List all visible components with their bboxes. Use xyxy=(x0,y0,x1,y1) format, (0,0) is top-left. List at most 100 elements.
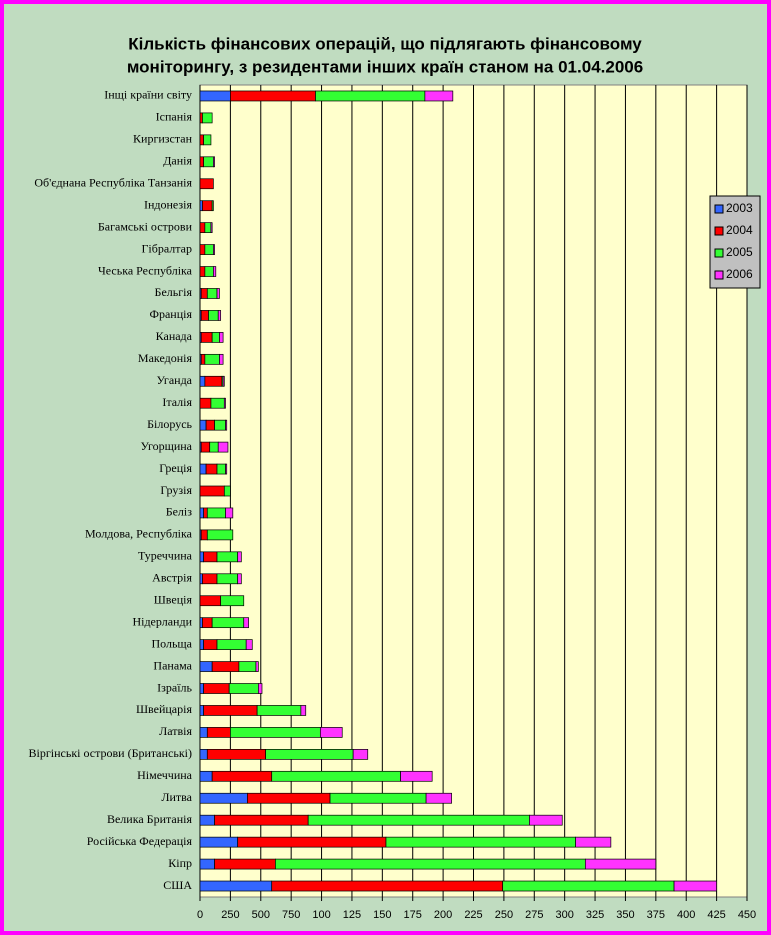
bar-segment xyxy=(205,419,215,431)
bar-segment xyxy=(237,573,242,585)
bar-segment xyxy=(202,617,213,629)
bar-segment xyxy=(199,200,203,212)
bar-segment xyxy=(352,749,369,760)
bar-segment xyxy=(210,222,213,233)
bar-segment xyxy=(219,353,224,365)
bar-segment xyxy=(210,397,225,409)
bar-segment xyxy=(425,792,452,804)
y-tick-label: Німеччина xyxy=(137,768,193,782)
bar-segment xyxy=(584,858,657,870)
y-tick-label: Литва xyxy=(161,790,192,804)
x-tick-label: 200 xyxy=(434,909,452,921)
y-tick-label: Македонія xyxy=(138,351,193,365)
y-tick-label: Багамські острови xyxy=(98,219,193,233)
bar-segment xyxy=(199,463,207,475)
bar-segment xyxy=(230,727,321,738)
bar-segment xyxy=(247,792,331,804)
bar-segment xyxy=(199,836,239,848)
bar-segment xyxy=(271,880,504,892)
bar-segment xyxy=(203,639,218,650)
x-tick-label: 400 xyxy=(677,909,695,921)
y-tick-label: Кіпр xyxy=(168,856,192,870)
legend-label: 2003 xyxy=(726,201,753,215)
x-tick-label: 100 xyxy=(312,909,330,921)
bar-segment xyxy=(199,375,206,387)
bar-segment xyxy=(271,770,401,782)
bar-segment xyxy=(204,222,212,233)
bar-segment xyxy=(199,814,215,826)
bar-segment xyxy=(206,529,234,541)
bar-segment xyxy=(200,332,213,343)
bar-segment xyxy=(199,770,213,782)
bar-segment xyxy=(307,814,530,826)
y-tick-label: Данія xyxy=(163,154,192,168)
legend-label: 2005 xyxy=(726,245,753,259)
bar-segment xyxy=(202,573,218,585)
y-tick-label: Велика Британія xyxy=(107,812,193,826)
bar-segment xyxy=(673,880,717,892)
y-tick-label: Польща xyxy=(151,636,192,650)
bar-segment xyxy=(204,353,220,365)
bar-segment xyxy=(199,551,204,563)
bar-segment xyxy=(200,288,208,299)
bar-segment xyxy=(203,156,214,168)
bar-segment xyxy=(200,529,208,541)
bar-segment xyxy=(202,112,213,124)
bar-segment xyxy=(203,705,258,716)
y-tick-label: Віргінські острови (Британські) xyxy=(29,746,193,760)
y-tick-label: Іспанія xyxy=(156,110,193,124)
y-tick-label: Інщі країни світу xyxy=(104,88,192,102)
bar-segment xyxy=(211,332,220,343)
y-tick-label: Туреччина xyxy=(138,549,193,563)
bar-segment xyxy=(199,112,203,124)
bar-segment xyxy=(300,705,307,716)
x-tick-label: 250 xyxy=(221,909,239,921)
bar-segment xyxy=(529,814,563,826)
bar-segment xyxy=(220,595,245,607)
bar-segment xyxy=(203,551,218,563)
bar-segment xyxy=(211,770,273,782)
bar-segment xyxy=(265,749,354,760)
bar-segment xyxy=(206,288,218,299)
bar-segment xyxy=(216,639,247,650)
bar-segment xyxy=(225,463,228,475)
bar-segment xyxy=(256,705,302,716)
bar-segment xyxy=(199,134,204,146)
bar-segment xyxy=(575,836,612,848)
y-tick-label: Швеція xyxy=(154,592,193,606)
bar-segment xyxy=(211,617,245,629)
bar-segment xyxy=(424,90,454,102)
x-tick-label: 350 xyxy=(616,909,634,921)
bar-segment xyxy=(223,397,226,409)
x-tick-label: 450 xyxy=(738,909,756,921)
bar-segment xyxy=(237,836,387,848)
bar-segment xyxy=(199,661,213,672)
y-tick-label: Латвія xyxy=(159,724,192,738)
bar-segment xyxy=(199,639,204,650)
y-tick-label: Панама xyxy=(153,658,192,672)
bar-segment xyxy=(199,858,215,870)
bar-segment xyxy=(216,573,239,585)
y-tick-label: Чеська Республіка xyxy=(98,263,193,277)
bar-segment xyxy=(199,705,204,716)
bar-segment xyxy=(199,90,231,102)
bar-segment xyxy=(199,485,225,497)
bar-segment xyxy=(199,397,212,409)
y-tick-label: Киргизстан xyxy=(133,132,193,146)
bar-segment xyxy=(400,770,433,782)
y-tick-label: Уганда xyxy=(156,373,192,387)
bar-segment xyxy=(228,683,259,694)
x-tick-label: 300 xyxy=(555,909,573,921)
bar-segment xyxy=(199,595,222,607)
bar-segment xyxy=(199,178,214,190)
bar-segment xyxy=(219,332,224,343)
y-tick-label: Об'єднана Республіка Танзанія xyxy=(34,176,192,190)
bar-segment xyxy=(203,507,208,519)
bar-segment xyxy=(199,749,208,760)
y-tick-label: Канада xyxy=(156,329,193,343)
legend-label: 2004 xyxy=(726,223,753,237)
x-tick-label: 425 xyxy=(707,909,725,921)
bar-segment xyxy=(203,683,230,694)
bar-segment xyxy=(206,727,231,738)
